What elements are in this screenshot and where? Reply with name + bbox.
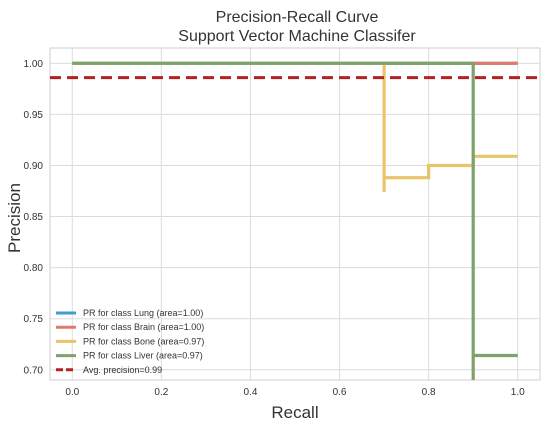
legend-label-2: PR for class Bone (area=0.97) xyxy=(83,336,204,346)
chart-title-line-2: Support Vector Machine Classifer xyxy=(178,28,416,45)
legend-label-4: Avg. precision=0.99 xyxy=(83,365,162,375)
y-tick-label: 0.90 xyxy=(24,161,44,172)
y-tick-label: 0.75 xyxy=(24,314,44,325)
x-tick-label: 0.8 xyxy=(422,387,436,398)
x-tick-label: 0.0 xyxy=(65,387,79,398)
chart-title-line-1: Precision-Recall Curve xyxy=(216,9,379,26)
x-tick-label: 0.4 xyxy=(244,387,258,398)
legend-label-0: PR for class Lung (area=1.00) xyxy=(83,308,203,318)
legend: PR for class Lung (area=1.00) PR for clas… xyxy=(56,308,204,375)
legend-label-1: PR for class Brain (area=1.00) xyxy=(83,322,204,332)
x-tick-label: 0.6 xyxy=(333,387,347,398)
legend-label-3: PR for class Liver (area=0.97) xyxy=(83,351,203,361)
series-layer xyxy=(50,61,540,380)
x-axis-label: Recall xyxy=(271,403,318,422)
series-line-3 xyxy=(72,61,518,380)
ticks-layer: 0.0 0.2 0.4 0.6 0.8 1.0 0.70 0.75 0.80 0.85 0.90 0.… xyxy=(24,59,526,398)
series-line-2 xyxy=(72,61,518,192)
y-tick-label: 0.95 xyxy=(24,110,44,121)
y-tick-label: 0.80 xyxy=(24,263,44,274)
plot-frame xyxy=(49,47,541,381)
y-tick-label: 0.70 xyxy=(24,365,44,376)
y-axis-label: Precision xyxy=(5,183,24,253)
y-tick-label: 1.00 xyxy=(24,59,44,70)
x-tick-label: 0.2 xyxy=(154,387,168,398)
y-tick-label: 0.85 xyxy=(24,212,44,223)
x-tick-label: 1.0 xyxy=(511,387,525,398)
